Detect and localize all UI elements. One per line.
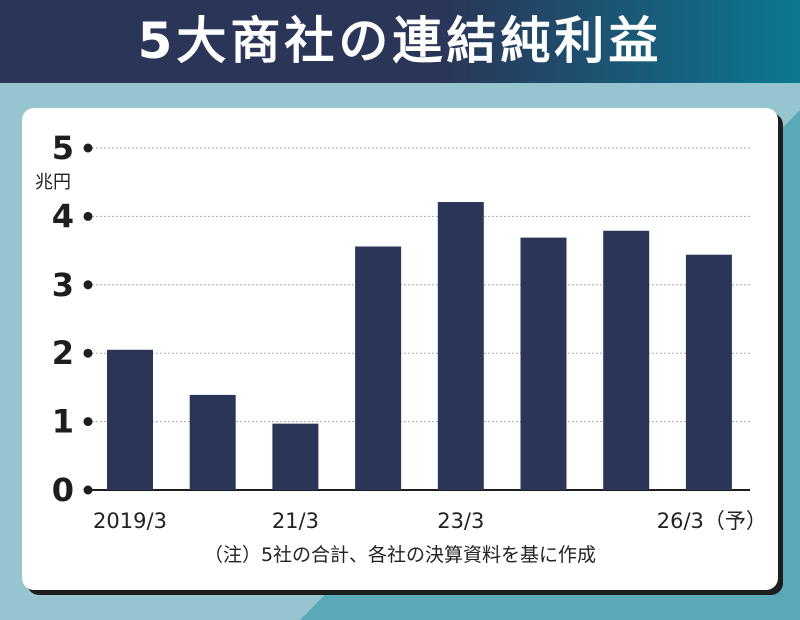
y-tick-dot [83, 417, 93, 427]
y-tick-label: 0 [52, 471, 74, 509]
y-tick-label: 4 [52, 197, 74, 235]
y-tick-dot [83, 211, 93, 221]
y-tick-label: 2 [52, 334, 74, 372]
y-tick-dot [83, 280, 93, 290]
y-tick-dot [83, 143, 93, 153]
chart-title: 5大商社の連結純利益 [137, 12, 663, 70]
header-bar [0, 0, 800, 83]
bar-21/3 [272, 423, 319, 490]
x-tick-label: 26/3（予） [657, 509, 767, 533]
y-axis-unit: 兆円 [35, 172, 71, 193]
bar-2019/3 [107, 349, 153, 490]
bar-23/3 [437, 202, 484, 490]
bar-25/3 [603, 230, 650, 490]
y-tick-label: 1 [52, 403, 74, 441]
y-tick-label: 3 [52, 266, 74, 304]
bar-24/3 [520, 237, 567, 490]
bar-26/3（予） [685, 254, 732, 490]
x-tick-label: 21/3 [272, 509, 319, 533]
source-note: （注）5社の合計、各社の決算資料を基に作成 [203, 544, 597, 566]
bar-20/3 [189, 394, 236, 490]
y-tick-label: 5 [52, 129, 74, 167]
y-tick-dot [83, 348, 93, 358]
x-tick-label: 2019/3 [93, 509, 167, 533]
x-tick-label: 23/3 [437, 509, 484, 533]
bar-22/3 [355, 246, 402, 490]
